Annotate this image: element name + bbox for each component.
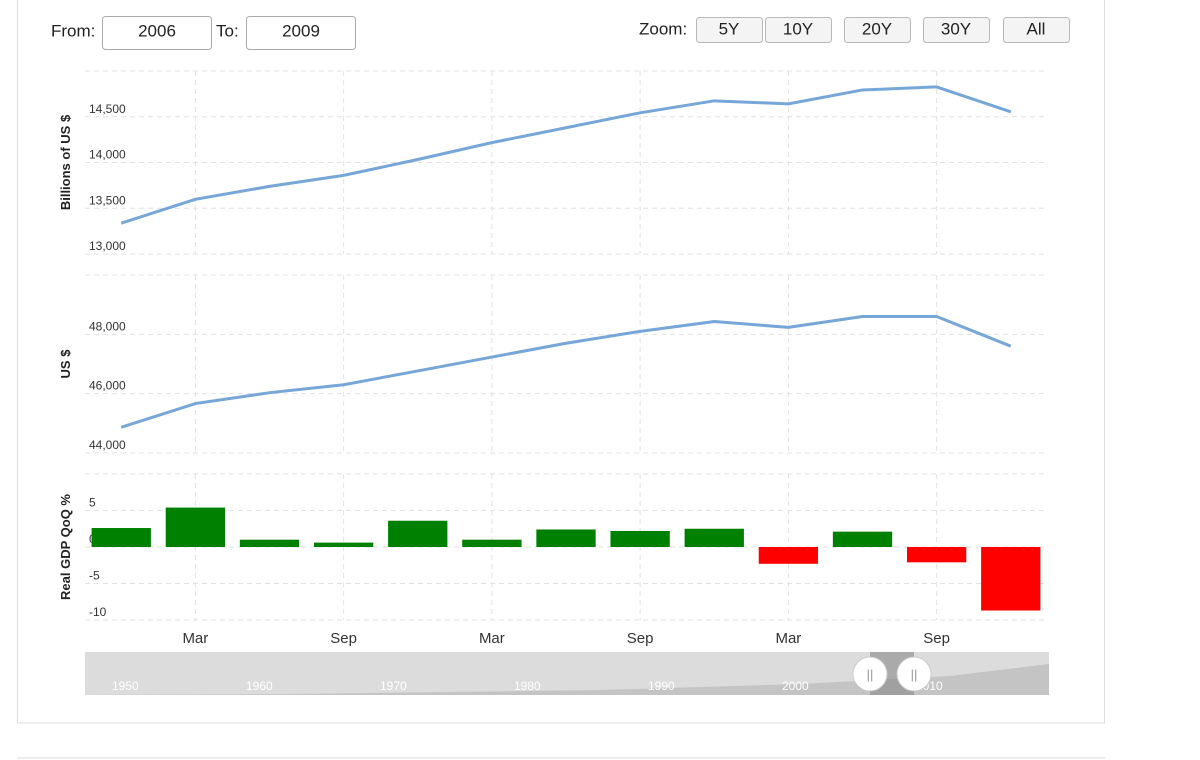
to-label: To: bbox=[216, 21, 239, 40]
bar bbox=[165, 507, 226, 547]
y-axis-title: US $ bbox=[58, 349, 73, 379]
panel: 13,000 13,500 14,000 14,500 Billions of US $ bbox=[58, 70, 1047, 255]
plots: 13,000 13,500 14,000 14,500 Billions of US $… bbox=[58, 70, 1047, 647]
x-tick-label: Mar bbox=[479, 630, 505, 647]
navigator: 1950 1960 1970 1980 1990 2000 2010 || || bbox=[85, 652, 1049, 695]
zoom-button[interactable] bbox=[765, 17, 832, 43]
y-axis-title: Real GDP QoQ % bbox=[58, 494, 73, 600]
y-tick-label: 14,000 bbox=[89, 148, 126, 162]
bar bbox=[906, 547, 967, 563]
line-series bbox=[120, 85, 1012, 225]
zoom-button[interactable] bbox=[1003, 17, 1070, 43]
bar bbox=[239, 539, 300, 547]
from-label: From: bbox=[51, 21, 95, 40]
to-value[interactable]: 2009 bbox=[282, 21, 320, 40]
zoom-button-label[interactable]: 30Y bbox=[941, 19, 971, 38]
y-axis-title: Billions of US $ bbox=[58, 114, 73, 210]
bar bbox=[462, 539, 522, 547]
bar bbox=[536, 529, 596, 547]
widget-frame bbox=[17, 0, 1105, 724]
navigator-handle[interactable] bbox=[896, 656, 932, 692]
line-series bbox=[120, 315, 1012, 429]
navigator-label: 1970 bbox=[380, 679, 407, 693]
y-tick-label: 13,500 bbox=[89, 193, 126, 207]
navigator-label: 1980 bbox=[514, 679, 541, 693]
to-input[interactable] bbox=[246, 16, 356, 50]
handle-grip: || bbox=[911, 667, 918, 682]
bar bbox=[91, 528, 151, 547]
y-tick-label: 46,000 bbox=[89, 379, 126, 393]
y-tick-label: -5 bbox=[89, 569, 100, 583]
zoom-button-label[interactable]: 5Y bbox=[719, 19, 740, 38]
y-tick-label: 44,000 bbox=[89, 438, 126, 452]
bar bbox=[610, 530, 670, 547]
bar bbox=[758, 547, 819, 564]
bar bbox=[684, 528, 744, 547]
navigator-label: 1950 bbox=[112, 679, 139, 693]
panel: 44,000 46,000 48,000 US $ bbox=[58, 274, 1047, 454]
y-tick-label: 5 bbox=[89, 496, 96, 510]
zoom-button-label[interactable]: All bbox=[1027, 19, 1046, 38]
x-tick-label: Sep bbox=[330, 630, 357, 647]
zoom-buttons: 5Y 10Y 20Y 30Y All bbox=[696, 17, 1070, 43]
zoom-button[interactable] bbox=[844, 17, 911, 43]
bar bbox=[388, 520, 448, 547]
navigator-label: 1990 bbox=[648, 679, 675, 693]
bar bbox=[981, 547, 1041, 611]
navigator-label: 2000 bbox=[782, 679, 809, 693]
x-tick-label: Mar bbox=[182, 630, 208, 647]
bar bbox=[313, 542, 374, 547]
navigator-label: 1960 bbox=[246, 679, 273, 693]
y-tick-label: 14,500 bbox=[89, 102, 126, 116]
y-tick-label: 13,000 bbox=[89, 239, 126, 253]
x-tick-label: Sep bbox=[923, 630, 950, 647]
x-tick-label: Mar bbox=[775, 630, 801, 647]
handle-grip: || bbox=[867, 667, 874, 682]
y-tick-label: -10 bbox=[89, 605, 107, 619]
zoom-button-label[interactable]: 10Y bbox=[783, 19, 813, 38]
zoom-label: Zoom: bbox=[639, 19, 687, 38]
zoom-button[interactable] bbox=[696, 17, 763, 43]
from-input[interactable] bbox=[102, 16, 212, 50]
bar bbox=[832, 531, 893, 547]
zoom-button[interactable] bbox=[923, 17, 990, 43]
navigator-handle[interactable] bbox=[852, 656, 888, 692]
from-value[interactable]: 2006 bbox=[138, 21, 176, 40]
zoom-button-label[interactable]: 20Y bbox=[862, 19, 892, 38]
navigator-series bbox=[85, 664, 1049, 695]
y-tick-label: 48,000 bbox=[89, 319, 126, 333]
x-tick-label: Sep bbox=[627, 630, 654, 647]
